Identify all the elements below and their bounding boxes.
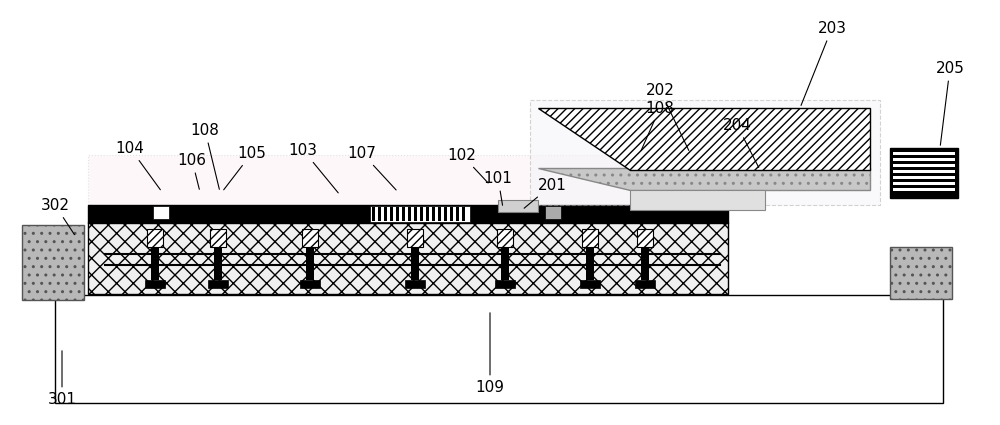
Bar [498, 200, 538, 212]
Bar [501, 247, 509, 280]
Bar [153, 206, 169, 219]
Bar [893, 182, 955, 185]
Text: 109: 109 [476, 313, 505, 396]
Bar [893, 188, 955, 191]
Text: 302: 302 [40, 198, 74, 235]
Bar [88, 205, 728, 223]
Bar [893, 176, 955, 179]
Bar [890, 247, 952, 299]
Bar [210, 229, 226, 247]
Bar [580, 280, 600, 288]
Bar [630, 190, 765, 210]
Bar [300, 280, 320, 288]
Text: 102: 102 [448, 147, 488, 183]
Bar [405, 280, 425, 288]
Text: 108: 108 [191, 122, 219, 189]
Bar [426, 207, 429, 221]
Bar [456, 207, 459, 221]
Bar [444, 207, 447, 221]
Bar [450, 207, 453, 221]
Bar [302, 229, 318, 247]
Text: 205: 205 [936, 60, 964, 145]
Bar [145, 280, 165, 288]
Polygon shape [538, 108, 870, 170]
Bar [497, 229, 513, 247]
Bar [545, 206, 561, 219]
Bar [306, 247, 314, 280]
Bar [586, 247, 594, 280]
Text: 301: 301 [48, 351, 76, 408]
Text: 204: 204 [723, 117, 759, 167]
Bar [390, 207, 393, 221]
Bar [22, 225, 84, 300]
Bar [214, 247, 222, 280]
Text: 203: 203 [801, 20, 846, 105]
Bar [635, 280, 655, 288]
Bar [420, 207, 423, 221]
Bar [893, 152, 955, 155]
Text: 104: 104 [116, 141, 160, 190]
Text: 201: 201 [524, 178, 566, 208]
Bar [582, 229, 598, 247]
Text: 103: 103 [288, 142, 338, 193]
Bar [462, 207, 465, 221]
Bar [495, 280, 515, 288]
Bar [637, 229, 653, 247]
Text: 106: 106 [178, 153, 207, 189]
Bar [88, 155, 676, 223]
Bar [411, 247, 419, 280]
Polygon shape [538, 168, 870, 190]
Bar [432, 207, 435, 221]
Bar [372, 207, 375, 221]
Bar [396, 207, 399, 221]
Text: 105: 105 [224, 145, 266, 190]
Bar [151, 247, 159, 280]
Bar [530, 100, 880, 205]
Bar [384, 207, 387, 221]
Bar [402, 207, 405, 221]
Bar [378, 207, 381, 221]
Text: 101: 101 [484, 170, 512, 205]
Bar [641, 247, 649, 280]
Text: 107: 107 [348, 145, 396, 190]
Bar [438, 207, 441, 221]
Bar [893, 164, 955, 167]
Bar [208, 280, 228, 288]
Bar [147, 229, 163, 247]
Bar [408, 207, 411, 221]
Bar [55, 295, 943, 403]
Bar [88, 222, 728, 294]
Text: 108: 108 [641, 100, 674, 150]
Bar [893, 170, 955, 173]
Bar [370, 206, 470, 222]
Bar [893, 158, 955, 162]
Bar [407, 229, 423, 247]
Text: 202: 202 [646, 82, 689, 150]
Bar [890, 148, 958, 198]
Bar [414, 207, 417, 221]
